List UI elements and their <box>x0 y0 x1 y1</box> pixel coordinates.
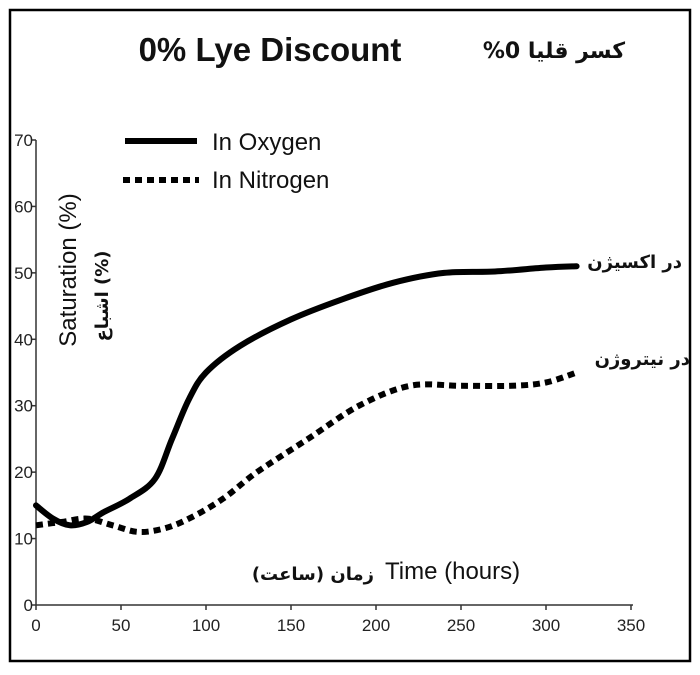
x-tick-label: 300 <box>532 616 560 635</box>
x-tick-label: 50 <box>112 616 131 635</box>
chart-title: 0% Lye Discount <box>139 31 402 68</box>
y-tick-label: 70 <box>14 131 33 150</box>
x-tick-label: 100 <box>192 616 220 635</box>
legend-label-nitrogen: In Nitrogen <box>212 167 329 194</box>
series-line-oxygen <box>33 263 580 529</box>
y-ticks: 0 10 20 30 40 50 60 70 <box>14 131 36 615</box>
y-axis-label-fa: اشباع (%) <box>92 250 113 341</box>
y-tick-label: 20 <box>14 463 33 482</box>
y-tick-label: 30 <box>14 397 33 416</box>
legend: In Oxygen In Nitrogen <box>123 129 329 194</box>
y-tick-label: 40 <box>14 330 33 349</box>
legend-label-oxygen: In Oxygen <box>212 129 321 156</box>
x-tick-label: 350 <box>617 616 645 635</box>
series-end-label-oxygen: در اکسیژن <box>587 252 682 273</box>
y-axis-label: Saturation (%) <box>55 193 82 346</box>
x-tick-label: 250 <box>447 616 475 635</box>
y-tick-label: 50 <box>14 264 33 283</box>
y-tick-label: 60 <box>14 197 33 216</box>
chart-border <box>8 8 692 663</box>
y-tick-label: 0 <box>24 596 33 615</box>
x-tick-label: 200 <box>362 616 390 635</box>
y-tick-label: 10 <box>14 530 33 549</box>
series-line-nitrogen <box>35 369 578 536</box>
x-axis-label-fa: زمان (ساعت) <box>252 564 374 585</box>
chart-title-fa: %0 کسر قلیا <box>483 39 625 64</box>
x-axis-label: Time (hours) <box>385 558 520 585</box>
series-end-label-nitrogen: در نیتروژن <box>595 349 690 370</box>
x-ticks: 0 50 100 150 200 250 300 350 <box>31 605 645 635</box>
x-tick-label: 150 <box>277 616 305 635</box>
x-tick-label: 0 <box>31 616 40 635</box>
